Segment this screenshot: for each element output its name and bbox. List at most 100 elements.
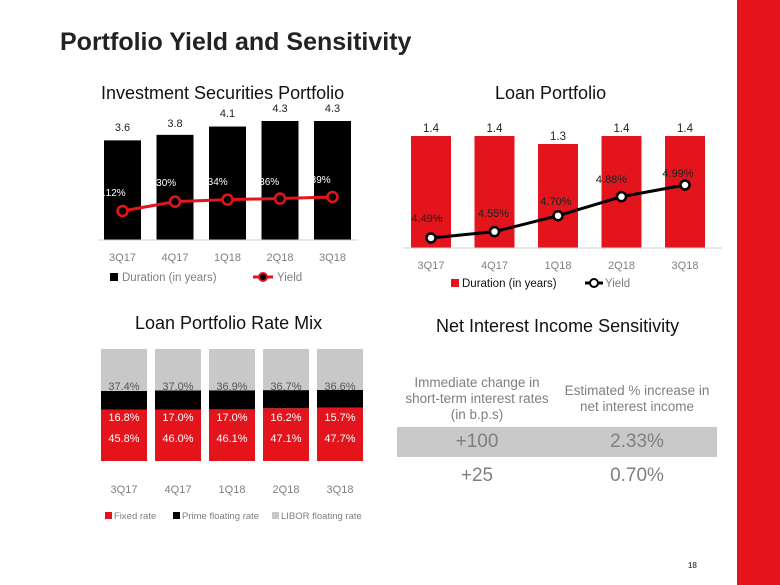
legend-swatch-libor [272, 512, 279, 519]
yield-point [168, 195, 182, 208]
legend-swatch-duration [451, 279, 459, 287]
legend-swatch-duration [110, 273, 118, 281]
sensitivity-col1-header-line: Immediate change in [414, 375, 540, 390]
legend-label-duration: Duration (in years) [122, 272, 217, 284]
sensitivity-col2-header-line: Estimated % increase in [564, 383, 710, 398]
libor-floating-label: 36.7% [270, 381, 301, 393]
x-tick-label: 1Q18 [214, 252, 241, 264]
yield-label: 4.49% [411, 213, 442, 225]
duration-bar [411, 136, 451, 248]
sensitivity-row: +25 0.70% [397, 461, 717, 491]
duration-label: 3.6 [115, 122, 130, 134]
yield-label: 2.39% [302, 175, 330, 186]
page-title: Portfolio Yield and Sensitivity [60, 28, 412, 56]
rate-mix-chart-title: Loan Portfolio Rate Mix [135, 313, 323, 333]
legend-label-yield: Yield [277, 272, 302, 284]
investment-chart-title: Investment Securities Portfolio [101, 83, 345, 103]
sensitivity-row: +100 2.33% [397, 427, 717, 457]
x-tick-label: 2Q18 [608, 260, 635, 272]
yield-label: 2.36% [251, 177, 279, 188]
duration-label: 4.3 [325, 103, 340, 115]
x-tick-label: 3Q18 [319, 252, 346, 264]
yield-point [679, 179, 691, 191]
sensitivity-col2-header-line: net interest income [579, 399, 695, 414]
prime-floating-label: 15.7% [324, 412, 355, 424]
duration-label: 4.1 [220, 108, 235, 120]
x-tick-label: 4Q17 [165, 484, 192, 496]
yield-label: 4.99% [662, 168, 693, 180]
yield-point [552, 209, 564, 222]
nii-increase-value: 0.70% [610, 465, 664, 486]
fixed-rate-label: 47.1% [270, 433, 301, 445]
prime-floating-segment [209, 390, 255, 410]
duration-bar [209, 126, 246, 240]
fixed-rate-label: 47.7% [324, 433, 355, 445]
prime-floating-label: 17.0% [162, 412, 193, 424]
libor-floating-segment [263, 349, 309, 391]
yield-point [116, 204, 129, 218]
x-tick-label: 4Q17 [162, 252, 189, 264]
x-tick-label: 3Q18 [672, 260, 699, 272]
legend-swatch-fixed [105, 512, 112, 519]
yield-label: 2.12% [97, 188, 125, 199]
legend-label-duration: Duration (in years) [462, 278, 557, 290]
x-tick-label: 1Q18 [545, 260, 572, 272]
accent-bar [737, 0, 780, 585]
yield-point [615, 190, 628, 203]
libor-floating-label: 37.0% [162, 381, 193, 393]
libor-floating-label: 36.6% [324, 381, 355, 393]
yield-point [326, 190, 339, 204]
x-tick-label: 2Q18 [273, 484, 300, 496]
sensitivity-col2-header: Estimated % increase in net interest inc… [557, 383, 717, 415]
loan-chart-title: Loan Portfolio [495, 83, 607, 103]
libor-floating-segment [209, 349, 255, 391]
duration-label: 1.4 [487, 123, 504, 135]
yield-point [273, 192, 287, 205]
x-tick-label: 3Q17 [111, 484, 138, 496]
duration-label: 1.3 [550, 131, 566, 143]
libor-floating-label: 37.4% [108, 381, 139, 393]
x-tick-label: 3Q17 [418, 260, 445, 272]
fixed-rate-label: 45.8% [108, 433, 139, 445]
fixed-rate-label: 46.1% [216, 433, 247, 445]
prime-floating-segment [101, 390, 147, 410]
duration-bar [156, 134, 194, 240]
rate-change-value: +25 [460, 465, 494, 486]
legend-label-libor: LIBOR floating rate [281, 511, 362, 522]
duration-bar [104, 140, 141, 240]
yield-point [221, 193, 234, 206]
fixed-rate-label: 46.0% [162, 433, 193, 445]
duration-label: 1.4 [677, 123, 694, 135]
duration-bar [538, 144, 578, 248]
prime-floating-label: 16.8% [108, 412, 139, 424]
legend-swatch-prime [173, 512, 180, 519]
libor-floating-label: 36.9% [216, 381, 247, 393]
x-tick-label: 2Q18 [267, 252, 294, 264]
fixed-rate-segment [155, 409, 201, 461]
libor-floating-segment [155, 349, 201, 391]
prime-floating-label: 17.0% [216, 412, 247, 424]
duration-label: 1.4 [614, 123, 631, 135]
libor-floating-segment [317, 349, 363, 390]
legend-swatch-yield-marker [258, 272, 268, 282]
yield-label: 4.88% [596, 174, 627, 186]
nii-increase-value: 2.33% [610, 431, 664, 452]
legend-swatch-yield-marker [589, 278, 599, 288]
yield-label: 4.55% [478, 208, 509, 220]
sensitivity-title: Net Interest Income Sensitivity [436, 316, 680, 336]
yield-label: 2.30% [148, 178, 176, 189]
prime-floating-label: 16.2% [270, 412, 301, 424]
legend-label-prime: Prime floating rate [182, 511, 259, 522]
yield-label: 2.34% [199, 177, 227, 188]
sensitivity-col1-header-line: short-term interest rates [405, 391, 549, 406]
yield-point [488, 225, 501, 238]
prime-floating-segment [263, 390, 309, 409]
yield-point [425, 232, 437, 244]
prime-floating-segment [317, 389, 363, 408]
legend-label-yield: Yield [605, 278, 630, 290]
x-tick-label: 3Q18 [327, 484, 354, 496]
x-tick-label: 1Q18 [219, 484, 246, 496]
fixed-rate-segment [209, 409, 255, 461]
rate-change-value: +100 [455, 431, 499, 452]
